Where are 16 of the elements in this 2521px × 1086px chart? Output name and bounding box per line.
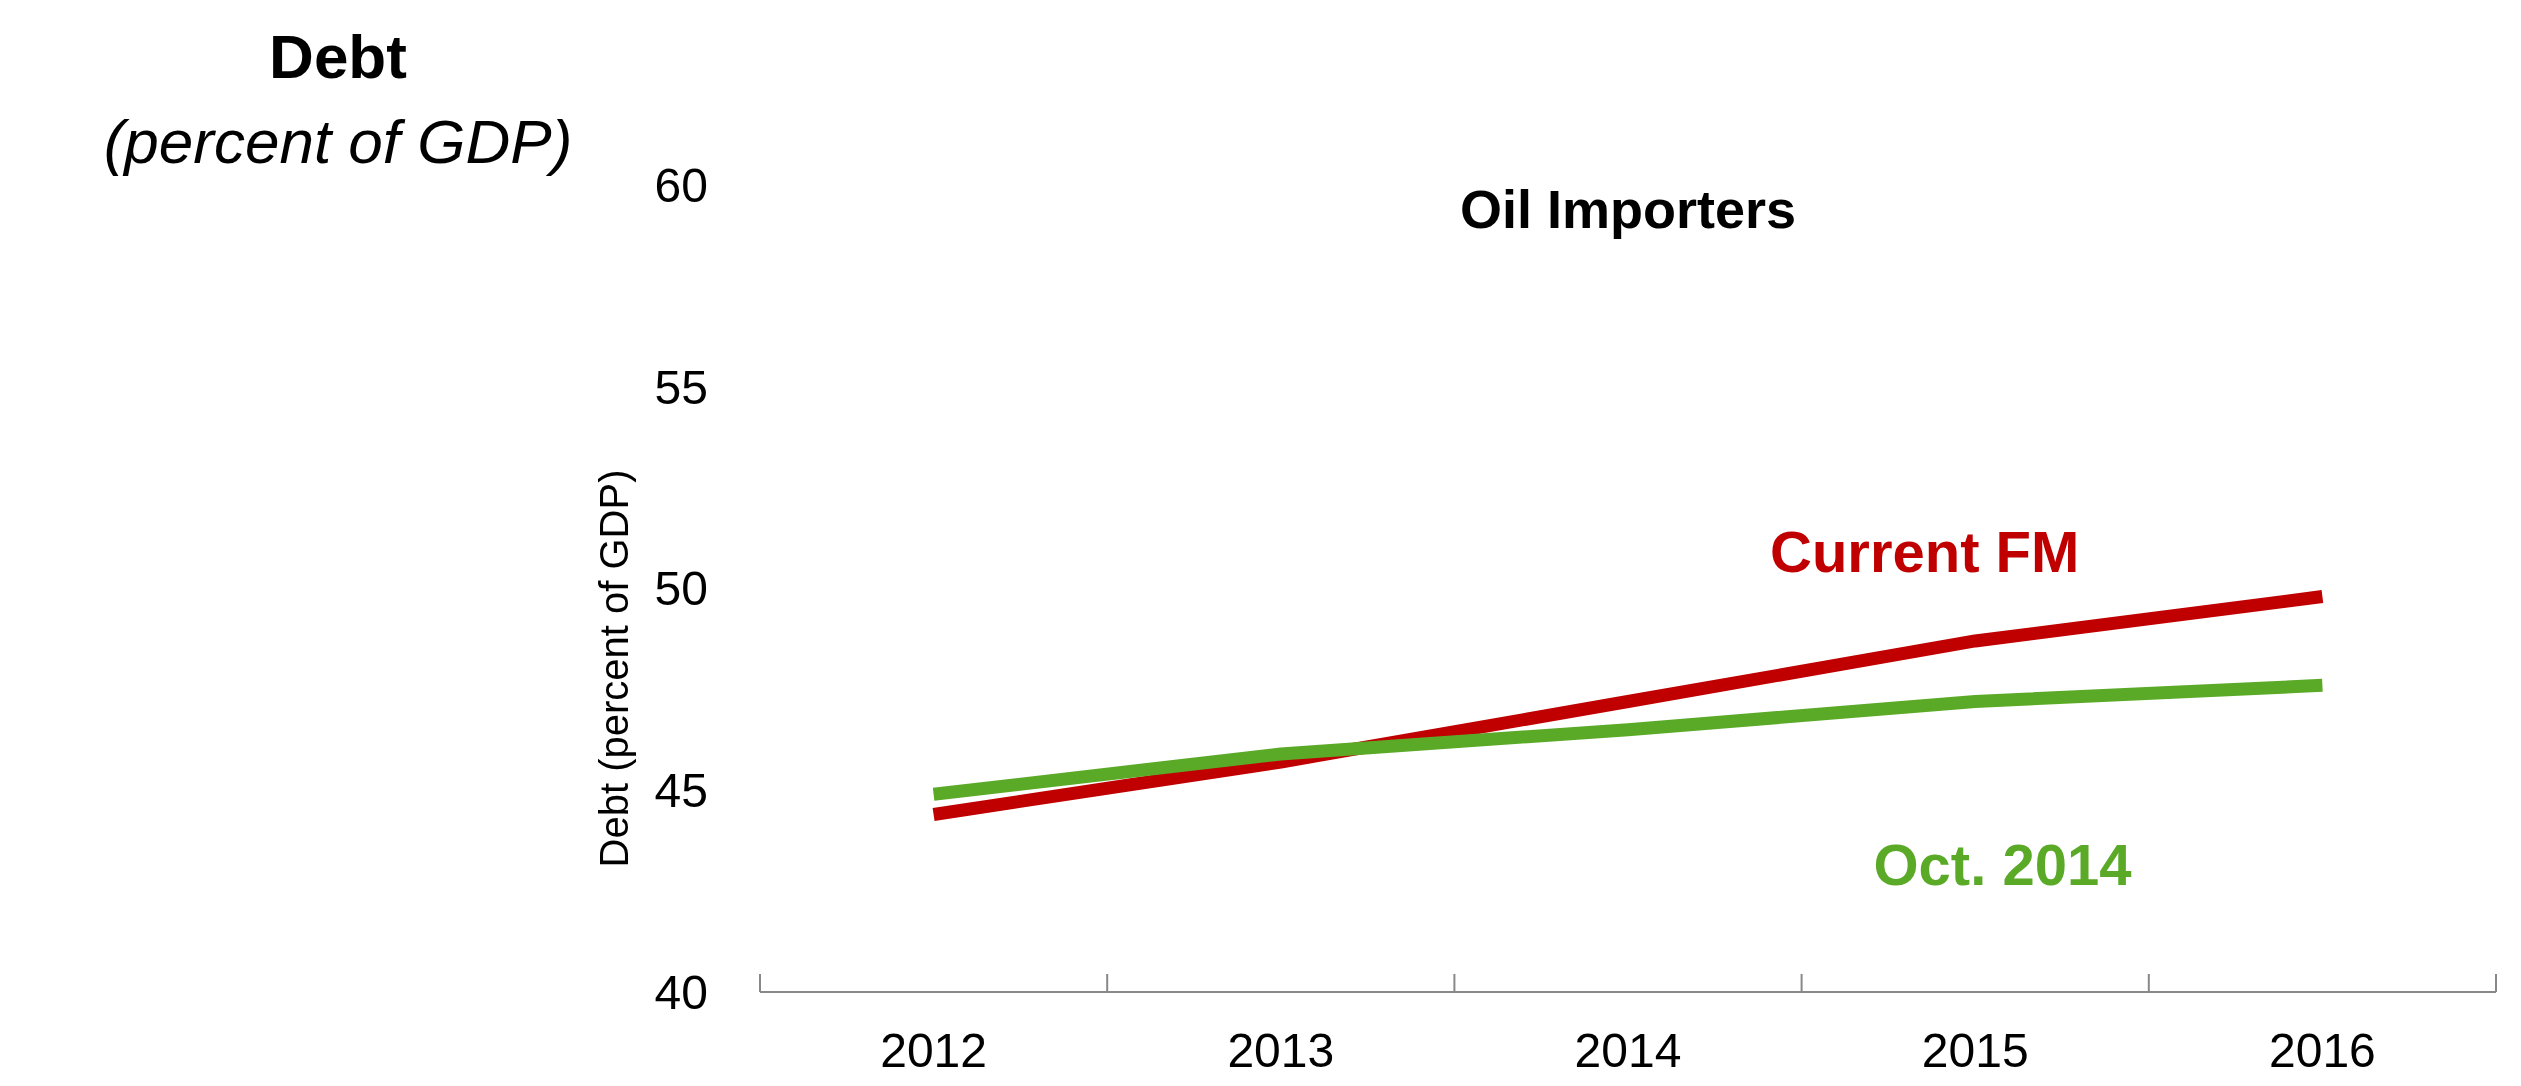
y-tick-label: 40	[654, 965, 708, 1019]
y-tick-label: 45	[654, 764, 708, 818]
text: Oct. 2014	[1873, 832, 2132, 898]
y-tick-label: 60	[654, 158, 708, 212]
x-tick-label: 2015	[1921, 1024, 2029, 1077]
series-label: Current FM	[1770, 518, 2080, 584]
chart-title: Oil Importers	[1459, 179, 1797, 239]
text: (percent of GDP)	[103, 107, 573, 176]
x-tick-label: 2012	[880, 1024, 987, 1077]
x-tick-label: 2016	[2269, 1024, 2376, 1077]
x-tick-label: 2013	[1227, 1024, 1335, 1077]
y-axis-title: Debt (percent of GDP)	[592, 469, 636, 868]
x-tick-label: 2014	[1574, 1024, 1682, 1077]
text: Debt	[269, 22, 407, 91]
y-tick-label: 50	[654, 562, 708, 616]
y-tick-label: 55	[654, 360, 708, 414]
